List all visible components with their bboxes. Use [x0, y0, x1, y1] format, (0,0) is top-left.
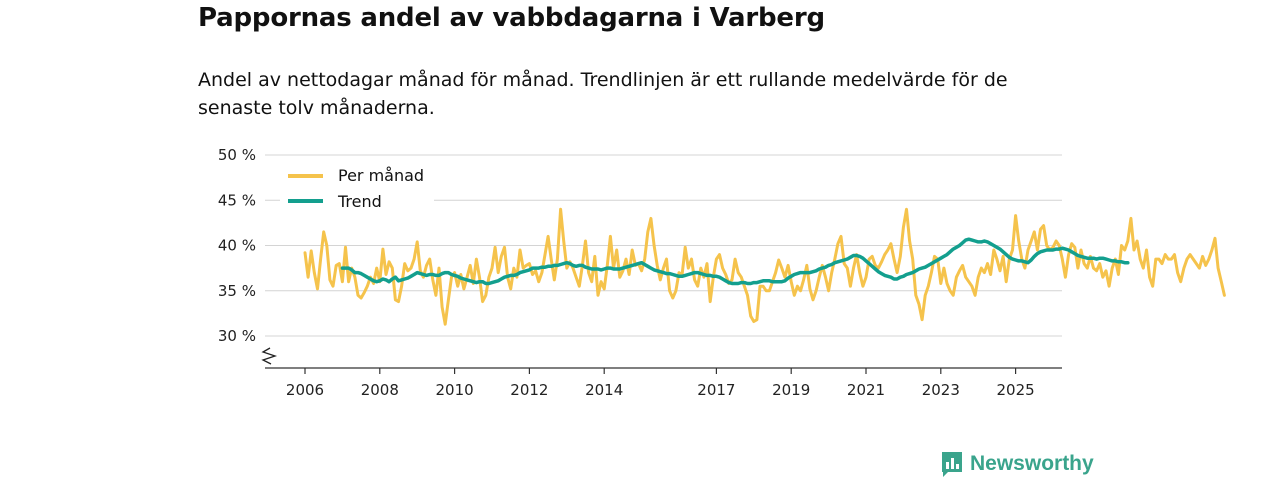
x-tick-label: 2006 — [286, 381, 324, 399]
y-tick-label: 30 % — [218, 327, 256, 345]
axis-break-icon — [261, 347, 278, 365]
y-tick-label: 45 % — [218, 191, 256, 209]
legend-background — [280, 160, 434, 214]
newsworthy-brand: Newsworthy — [940, 450, 1094, 478]
x-tick-label: 2010 — [436, 381, 474, 399]
brand-name: Newsworthy — [970, 452, 1094, 475]
x-tick-label: 2023 — [922, 381, 960, 399]
x-tick-label: 2019 — [772, 381, 810, 399]
x-tick-label: 2014 — [585, 381, 623, 399]
y-tick-label: 50 % — [218, 146, 256, 164]
gridlines — [265, 154, 1062, 337]
legend-label-trend: Trend — [337, 192, 382, 211]
legend-label-per-manad: Per månad — [338, 166, 424, 185]
x-tick-label: 2012 — [510, 381, 548, 399]
chart-title: Pappornas andel av vabbdagarna i Varberg — [198, 3, 825, 33]
line-chart: 50 % 45 % 40 % 35 % 30 % 2006 2008 2010 2012 2014… — [218, 146, 1226, 399]
axes: 50 % 45 % 40 % 35 % 30 % 2006 2008 2010 2012 2014… — [218, 146, 1062, 399]
series-line-trend — [340, 237, 1130, 286]
x-tick-label: 2008 — [361, 381, 399, 399]
chart-subtitle: Andel av nettodagar månad för månad. Tre… — [198, 69, 1008, 119]
x-tick-label: 2021 — [847, 381, 885, 399]
series-line-per-manad — [303, 207, 1226, 326]
x-tick-label: 2017 — [697, 381, 735, 399]
y-tick-label: 40 % — [218, 237, 256, 255]
series-lines — [303, 207, 1226, 326]
newsworthy-logo-icon — [942, 452, 962, 477]
y-tick-label: 35 % — [218, 282, 256, 300]
legend: Per månad Trend — [280, 160, 434, 214]
x-tick-label: 2025 — [997, 381, 1035, 399]
